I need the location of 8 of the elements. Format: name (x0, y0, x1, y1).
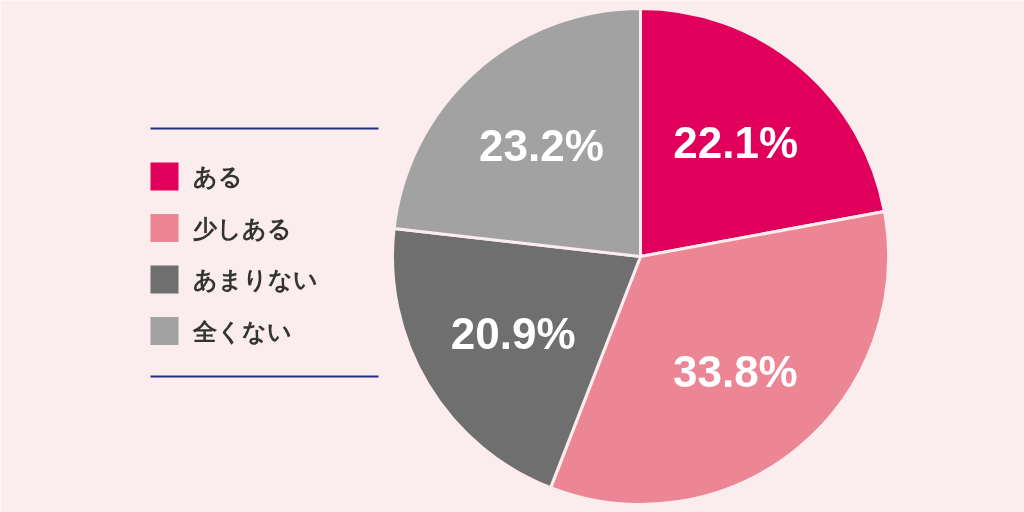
data-label: 22.1% (673, 117, 799, 167)
data-label: 23.2% (479, 121, 604, 170)
data-label: 20.9% (450, 308, 576, 358)
legend-label: あまりない (192, 266, 318, 293)
legend-label: 全くない (191, 317, 292, 345)
data-label: 33.8% (672, 346, 798, 396)
legend-label: ある (192, 163, 243, 190)
legend-label: 少しある (192, 214, 292, 242)
